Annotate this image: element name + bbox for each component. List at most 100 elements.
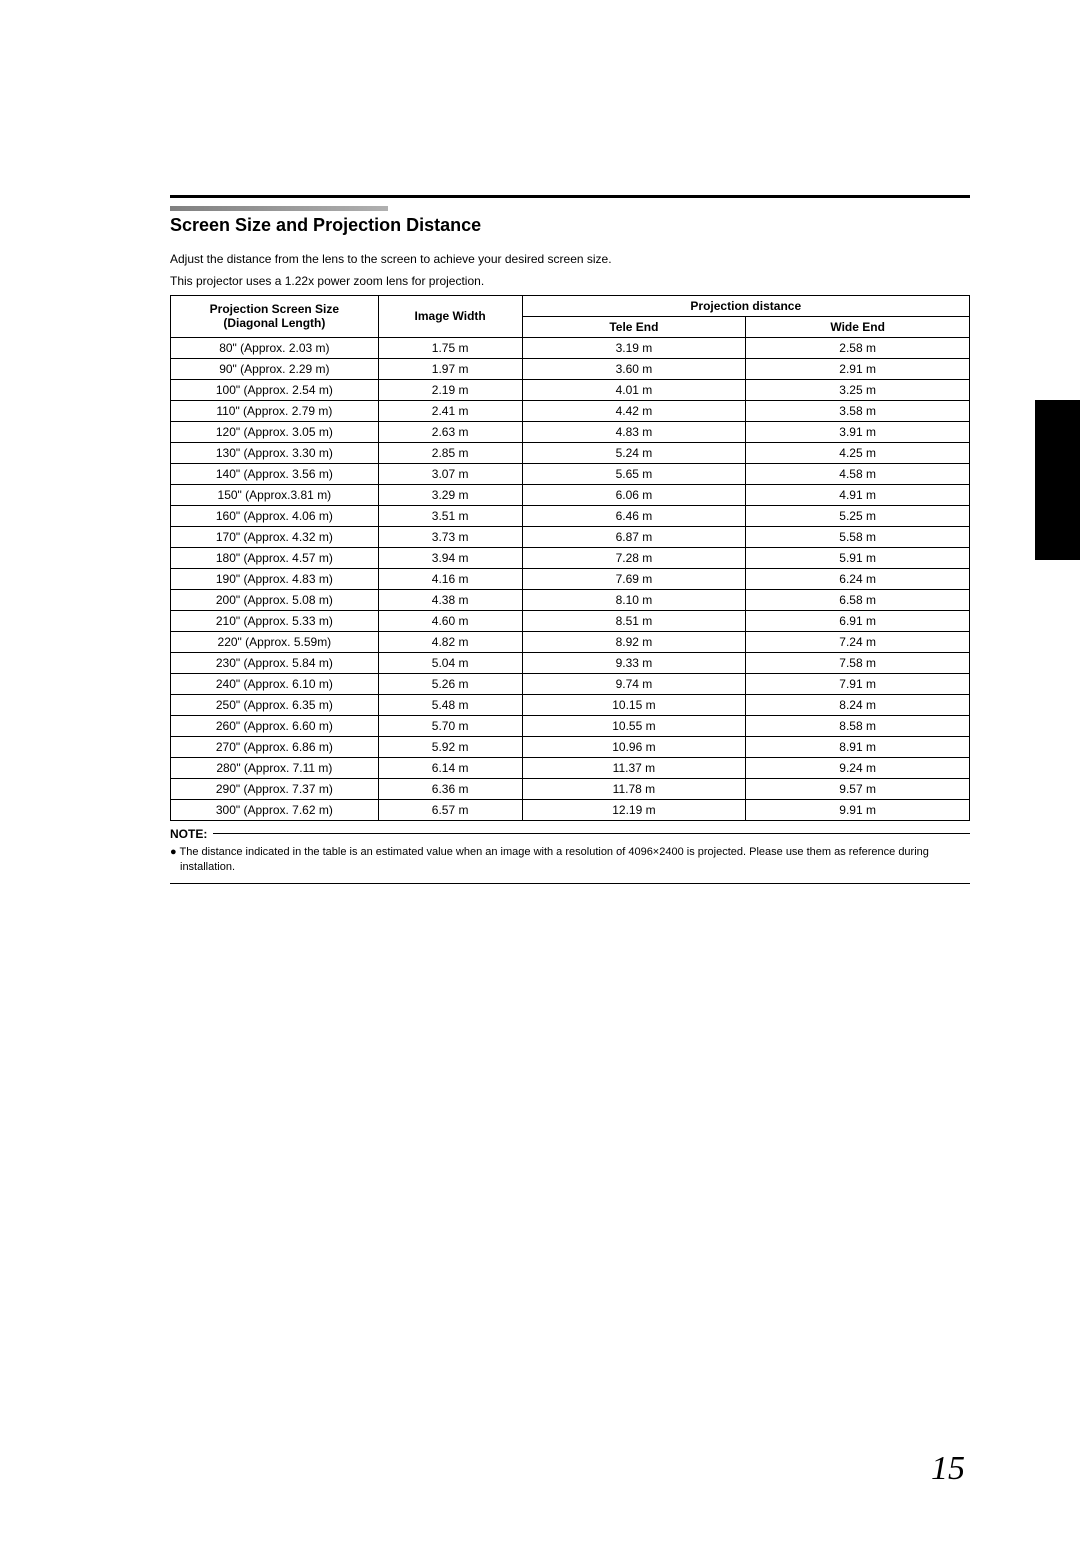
- table-cell: 7.58 m: [746, 652, 970, 673]
- table-cell: 12.19 m: [522, 799, 746, 820]
- table-cell: 2.63 m: [378, 421, 522, 442]
- table-cell: 2.58 m: [746, 337, 970, 358]
- table-cell: 2.41 m: [378, 400, 522, 421]
- table-cell: 120" (Approx. 3.05 m): [171, 421, 379, 442]
- header-size-line2: (Diagonal Length): [223, 316, 325, 330]
- table-cell: 10.15 m: [522, 694, 746, 715]
- table-cell: 1.75 m: [378, 337, 522, 358]
- table-row: 170" (Approx. 4.32 m)3.73 m6.87 m5.58 m: [171, 526, 970, 547]
- table-cell: 6.87 m: [522, 526, 746, 547]
- table-cell: 5.25 m: [746, 505, 970, 526]
- table-row: 220" (Approx. 5.59m)4.82 m8.92 m7.24 m: [171, 631, 970, 652]
- table-cell: 150" (Approx.3.81 m): [171, 484, 379, 505]
- table-cell: 8.24 m: [746, 694, 970, 715]
- table-row: 150" (Approx.3.81 m)3.29 m6.06 m4.91 m: [171, 484, 970, 505]
- table-row: 140" (Approx. 3.56 m)3.07 m5.65 m4.58 m: [171, 463, 970, 484]
- table-cell: 5.26 m: [378, 673, 522, 694]
- note-block: NOTE: ● The distance indicated in the ta…: [170, 827, 970, 884]
- header-tele: Tele End: [522, 316, 746, 337]
- intro-text-1: Adjust the distance from the lens to the…: [170, 251, 970, 267]
- table-row: 300" (Approx. 7.62 m)6.57 m12.19 m9.91 m: [171, 799, 970, 820]
- table-cell: 270" (Approx. 6.86 m): [171, 736, 379, 757]
- table-cell: 5.70 m: [378, 715, 522, 736]
- table-cell: 5.48 m: [378, 694, 522, 715]
- table-cell: 3.91 m: [746, 421, 970, 442]
- table-cell: 2.85 m: [378, 442, 522, 463]
- table-cell: 6.36 m: [378, 778, 522, 799]
- table-cell: 4.58 m: [746, 463, 970, 484]
- table-cell: 3.94 m: [378, 547, 522, 568]
- table-cell: 9.74 m: [522, 673, 746, 694]
- table-cell: 3.25 m: [746, 379, 970, 400]
- note-bullet: ●: [170, 846, 177, 858]
- table-cell: 4.38 m: [378, 589, 522, 610]
- table-cell: 3.60 m: [522, 358, 746, 379]
- table-cell: 250" (Approx. 6.35 m): [171, 694, 379, 715]
- table-cell: 4.83 m: [522, 421, 746, 442]
- table-cell: 3.29 m: [378, 484, 522, 505]
- table-cell: 3.07 m: [378, 463, 522, 484]
- table-cell: 2.91 m: [746, 358, 970, 379]
- table-cell: 8.91 m: [746, 736, 970, 757]
- page-content: Screen Size and Projection Distance Adju…: [0, 0, 1080, 884]
- table-cell: 280" (Approx. 7.11 m): [171, 757, 379, 778]
- table-cell: 3.51 m: [378, 505, 522, 526]
- table-row: 160" (Approx. 4.06 m)3.51 m6.46 m5.25 m: [171, 505, 970, 526]
- table-cell: 8.92 m: [522, 631, 746, 652]
- table-cell: 7.69 m: [522, 568, 746, 589]
- header-size-line1: Projection Screen Size: [210, 302, 339, 316]
- note-text: The distance indicated in the table is a…: [180, 846, 929, 873]
- table-cell: 230" (Approx. 5.84 m): [171, 652, 379, 673]
- table-cell: 9.57 m: [746, 778, 970, 799]
- table-row: 130" (Approx. 3.30 m)2.85 m5.24 m4.25 m: [171, 442, 970, 463]
- header-size: Projection Screen Size (Diagonal Length): [171, 295, 379, 337]
- table-cell: 8.58 m: [746, 715, 970, 736]
- table-cell: 5.92 m: [378, 736, 522, 757]
- note-header-line: [213, 833, 970, 834]
- table-row: 190" (Approx. 4.83 m)4.16 m7.69 m6.24 m: [171, 568, 970, 589]
- page-number: 15: [931, 1450, 965, 1488]
- table-cell: 6.14 m: [378, 757, 522, 778]
- table-cell: 110" (Approx. 2.79 m): [171, 400, 379, 421]
- table-cell: 5.24 m: [522, 442, 746, 463]
- table-cell: 9.24 m: [746, 757, 970, 778]
- table-cell: 290" (Approx. 7.37 m): [171, 778, 379, 799]
- table-cell: 7.28 m: [522, 547, 746, 568]
- table-cell: 180" (Approx. 4.57 m): [171, 547, 379, 568]
- top-rule: [170, 195, 970, 198]
- table-cell: 160" (Approx. 4.06 m): [171, 505, 379, 526]
- table-cell: 240" (Approx. 6.10 m): [171, 673, 379, 694]
- table-cell: 5.91 m: [746, 547, 970, 568]
- table-cell: 1.97 m: [378, 358, 522, 379]
- table-cell: 5.58 m: [746, 526, 970, 547]
- table-cell: 300" (Approx. 7.62 m): [171, 799, 379, 820]
- table-cell: 170" (Approx. 4.32 m): [171, 526, 379, 547]
- table-cell: 140" (Approx. 3.56 m): [171, 463, 379, 484]
- table-row: 270" (Approx. 6.86 m)5.92 m10.96 m8.91 m: [171, 736, 970, 757]
- table-row: 230" (Approx. 5.84 m)5.04 m9.33 m7.58 m: [171, 652, 970, 673]
- table-row: 100" (Approx. 2.54 m)2.19 m4.01 m3.25 m: [171, 379, 970, 400]
- note-header: NOTE:: [170, 827, 970, 841]
- table-cell: 4.82 m: [378, 631, 522, 652]
- table-row: 90" (Approx. 2.29 m)1.97 m3.60 m2.91 m: [171, 358, 970, 379]
- table-cell: 10.55 m: [522, 715, 746, 736]
- table-cell: 10.96 m: [522, 736, 746, 757]
- table-cell: 9.33 m: [522, 652, 746, 673]
- header-decor-bar: [170, 206, 388, 211]
- table-cell: 4.42 m: [522, 400, 746, 421]
- section-title: Screen Size and Projection Distance: [170, 214, 970, 237]
- table-cell: 190" (Approx. 4.83 m): [171, 568, 379, 589]
- table-cell: 6.06 m: [522, 484, 746, 505]
- table-cell: 11.78 m: [522, 778, 746, 799]
- table-row: 240" (Approx. 6.10 m)5.26 m9.74 m7.91 m: [171, 673, 970, 694]
- table-cell: 3.19 m: [522, 337, 746, 358]
- table-row: 120" (Approx. 3.05 m)2.63 m4.83 m3.91 m: [171, 421, 970, 442]
- note-body: ● The distance indicated in the table is…: [170, 841, 970, 879]
- table-row: 280" (Approx. 7.11 m)6.14 m11.37 m9.24 m: [171, 757, 970, 778]
- table-cell: 8.51 m: [522, 610, 746, 631]
- note-bottom-line: [170, 883, 970, 884]
- table-row: 250" (Approx. 6.35 m)5.48 m10.15 m8.24 m: [171, 694, 970, 715]
- table-row: 200" (Approx. 5.08 m)4.38 m8.10 m6.58 m: [171, 589, 970, 610]
- table-cell: 8.10 m: [522, 589, 746, 610]
- table-row: 110" (Approx. 2.79 m)2.41 m4.42 m3.58 m: [171, 400, 970, 421]
